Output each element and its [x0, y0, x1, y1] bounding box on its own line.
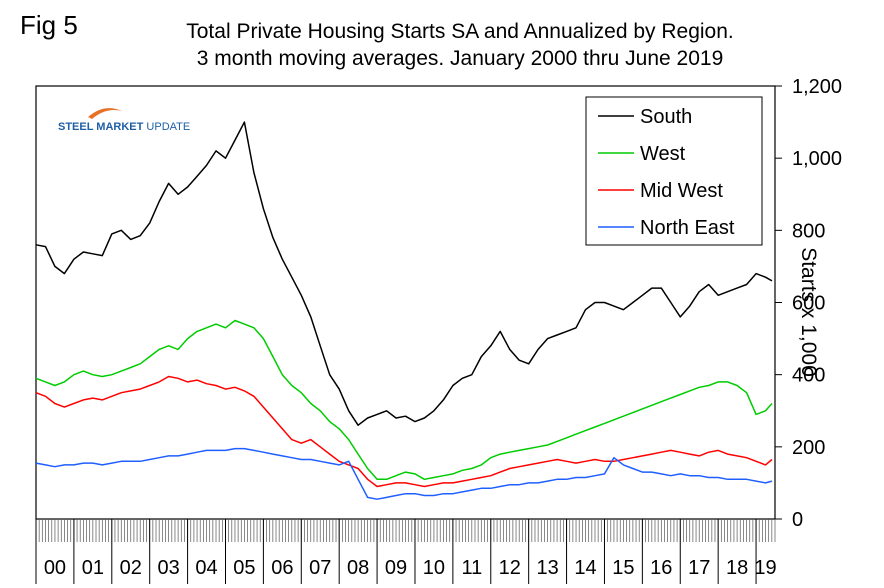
legend-label-mid-west: Mid West	[640, 180, 723, 202]
x-tick-label: 14	[574, 557, 596, 579]
x-tick-label: 13	[536, 557, 558, 579]
x-tick-label: 06	[271, 557, 293, 579]
series-line-west	[35, 319, 773, 481]
x-tick-label: 18	[726, 557, 748, 579]
x-tick-label: 15	[612, 557, 634, 579]
x-axis: 00 01 02 03 04 05 06 07 08 09 10 11 12 13 14 15 16 17 18 19	[35, 519, 777, 584]
y-tick-label: 200	[792, 437, 825, 459]
x-tick-label: 19	[754, 557, 776, 579]
x-tick-label: 12	[499, 557, 521, 579]
chart-title-line1: Total Private Housing Starts SA and Annu…	[186, 20, 734, 43]
y-tick-label: 400	[792, 365, 825, 387]
legend-label-south: South	[640, 106, 692, 128]
series-line-south	[35, 121, 773, 426]
y-tick-label: 800	[792, 220, 825, 242]
x-tick-label: 09	[385, 557, 407, 579]
x-tick-label: 08	[347, 557, 369, 579]
x-tick-label: 11	[461, 557, 482, 579]
y-tick-label: 1,000	[792, 148, 842, 170]
x-tick-label: 03	[158, 557, 180, 579]
logo-text-update: UPDATE	[143, 121, 191, 133]
series-line-north-east	[35, 447, 773, 500]
series-line-mid-west	[35, 375, 773, 488]
logo-swoosh-icon	[88, 108, 122, 119]
x-tick-label: 02	[120, 557, 142, 579]
x-tick-label: 17	[688, 557, 710, 579]
legend-label-west: West	[640, 143, 686, 165]
logo-text-steel-market: STEEL MARKET	[58, 121, 144, 133]
series-group	[35, 121, 773, 500]
x-tick-label: 16	[650, 557, 672, 579]
legend-box	[585, 96, 763, 246]
chart-title: Total Private Housing Starts SA and Annu…	[120, 18, 800, 72]
figure-label: Fig 5	[20, 10, 78, 40]
y-axis-label: Starts x 1,000	[797, 247, 820, 377]
x-tick-label: 01	[82, 557, 104, 579]
x-tick-label: 10	[423, 557, 445, 579]
y-tick-label: 1,200	[792, 76, 842, 98]
x-tick-label: 07	[309, 557, 331, 579]
x-tick-label: 04	[195, 557, 217, 579]
y-tick-label: 600	[792, 293, 825, 315]
legend: South West Mid West North East	[585, 96, 763, 246]
legend-label-north-east: North East	[640, 217, 735, 239]
y-axis: 0 200 400 600 800 1,000 1,200	[775, 76, 842, 531]
chart-title-line2: 3 month moving averages. January 2000 th…	[196, 47, 724, 70]
x-tick-label: 00	[44, 557, 66, 579]
y-tick-label: 0	[792, 509, 803, 531]
x-tick-label: 05	[233, 557, 255, 579]
